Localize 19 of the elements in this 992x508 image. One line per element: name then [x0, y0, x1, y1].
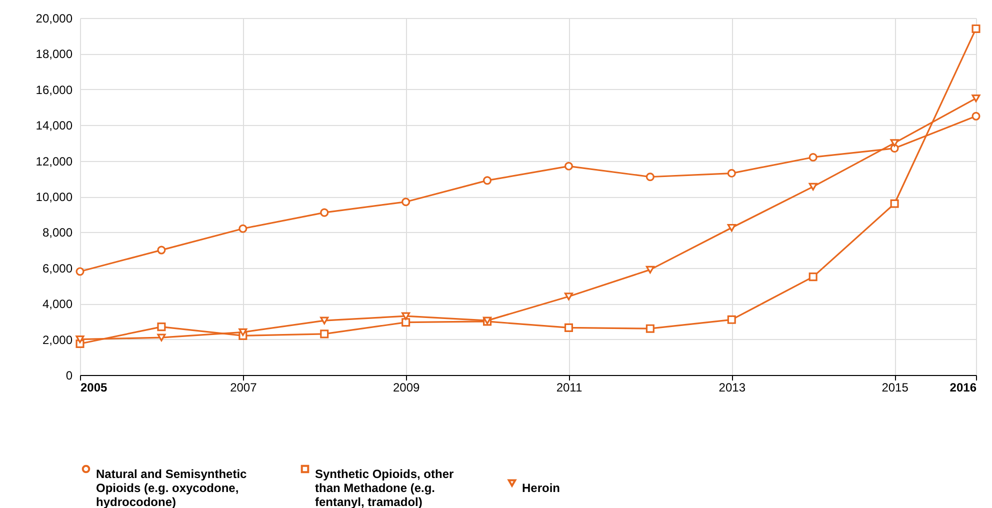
y-tick-label: 20,000 — [36, 12, 73, 26]
y-tick-label: 14,000 — [36, 118, 73, 133]
x-tick-label: 2013 — [718, 380, 746, 394]
y-tick-label: 0 — [66, 368, 73, 382]
x-tick-label: 2007 — [230, 380, 258, 394]
x-tick-label: 2009 — [392, 380, 420, 394]
y-tick-label: 16,000 — [36, 82, 73, 97]
x-tick-label: 2005 — [80, 380, 108, 394]
y-tick-label: 10,000 — [36, 190, 73, 204]
y-tick-label: 12,000 — [36, 154, 73, 168]
y-tick-label: 6,000 — [42, 261, 73, 276]
y-tick-label: 18,000 — [36, 47, 73, 62]
x-tick-label: 2011 — [556, 380, 582, 394]
y-tick-label: 4,000 — [42, 297, 73, 312]
x-tick-label: 2016 — [950, 380, 977, 394]
y-tick-label: 8,000 — [42, 226, 73, 240]
legend-label: Heroin — [522, 481, 560, 495]
y-tick-label: 2,000 — [42, 332, 73, 347]
x-tick-label: 2015 — [882, 380, 909, 394]
